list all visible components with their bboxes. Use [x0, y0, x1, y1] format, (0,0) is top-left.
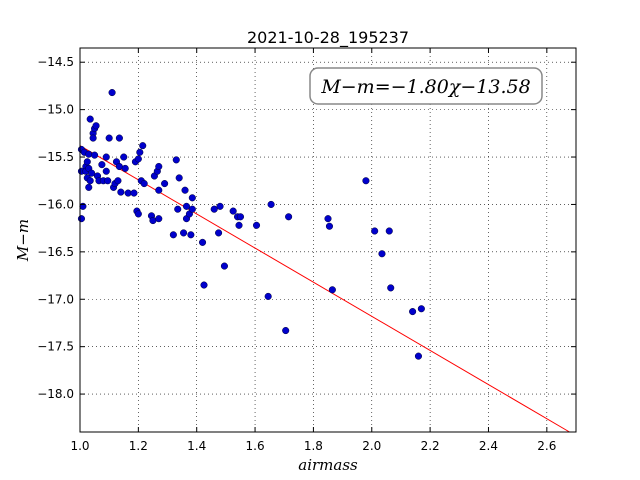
data-point — [216, 202, 224, 210]
data-point — [172, 156, 180, 164]
data-point — [108, 89, 116, 97]
fit-equation: M−m=−1.80χ−13.58 — [320, 76, 530, 98]
y-tick-label: −18.0 — [37, 387, 74, 401]
data-point — [362, 177, 370, 185]
data-point — [215, 229, 223, 237]
data-point — [121, 164, 129, 172]
data-point — [104, 177, 112, 185]
data-point — [187, 231, 195, 239]
data-point — [92, 122, 100, 130]
data-point — [88, 169, 96, 177]
data-point — [136, 148, 144, 156]
data-point — [155, 215, 163, 223]
data-point — [328, 286, 336, 294]
data-point — [89, 134, 97, 142]
equation-frame — [309, 67, 543, 105]
data-point — [180, 229, 188, 237]
x-tick-label: 1.0 — [70, 439, 89, 453]
data-point — [181, 186, 189, 194]
plot-frame — [79, 47, 577, 433]
fit-line-group — [79, 145, 570, 433]
data-point — [155, 162, 163, 171]
data-point — [98, 161, 106, 169]
data-point — [105, 134, 113, 142]
data-point — [182, 202, 191, 210]
x-tick-label: 1.6 — [246, 439, 265, 453]
data-point — [169, 231, 177, 239]
data-point — [252, 221, 261, 229]
data-point — [102, 153, 110, 161]
grid — [80, 48, 576, 432]
data-point — [229, 207, 237, 215]
data-point — [175, 174, 183, 182]
data-point — [77, 215, 86, 223]
data-point — [85, 183, 93, 191]
data-point — [264, 292, 272, 300]
equation-box: M−m=−1.80χ−13.58 — [309, 67, 543, 105]
data-point — [139, 142, 147, 150]
data-point — [387, 284, 395, 292]
y-tick-label: −17.5 — [37, 340, 74, 354]
data-point — [409, 308, 417, 316]
x-tick-label: 2.4 — [479, 439, 498, 453]
data-point — [210, 205, 218, 213]
data-point — [140, 180, 148, 188]
chart-title: 2021-10-28_195237 — [247, 28, 409, 48]
data-point — [117, 188, 125, 196]
y-tick-label: −16.0 — [37, 197, 74, 211]
data-point — [285, 213, 293, 221]
data-point — [188, 205, 196, 213]
plot-area — [80, 48, 576, 432]
data-point — [102, 167, 110, 175]
data-point — [378, 250, 386, 258]
x-tick-label: 2.2 — [421, 439, 440, 453]
data-point — [174, 205, 182, 213]
data-point — [414, 352, 422, 360]
data-point — [220, 262, 228, 270]
data-point — [200, 281, 208, 289]
data-point — [282, 326, 290, 335]
data-point — [324, 215, 332, 223]
data-point — [161, 180, 169, 188]
x-tick-label: 1.8 — [304, 439, 323, 453]
data-point — [91, 151, 99, 159]
data-point — [417, 305, 425, 313]
data-point — [130, 189, 138, 197]
axis-ticks: 1.0 1.2 1.4 1.6 1.8 2.0 2.2 2.4 2.6 −14.5 −15.0 −15… — [37, 48, 576, 453]
data-points — [77, 89, 425, 360]
y-tick-label: −17.0 — [37, 292, 74, 306]
y-axis-label: M−m — [14, 219, 32, 262]
data-point — [235, 221, 243, 229]
fit-line — [79, 145, 570, 433]
data-point — [114, 177, 122, 185]
y-tick-label: −15.5 — [37, 150, 74, 164]
data-point — [371, 227, 379, 235]
data-point — [325, 222, 334, 230]
x-tick-label: 2.0 — [362, 439, 381, 453]
data-point — [115, 134, 123, 142]
data-point — [188, 194, 196, 202]
data-point — [385, 227, 393, 235]
data-point — [86, 115, 94, 123]
data-point — [236, 213, 245, 221]
y-tick-label: −14.5 — [37, 55, 74, 69]
data-point — [134, 155, 142, 163]
data-point — [83, 158, 91, 166]
y-tick-label: −16.5 — [37, 245, 74, 259]
y-tick-label: −15.0 — [37, 103, 74, 117]
data-point — [120, 153, 128, 161]
x-axis-label: airmass — [298, 456, 358, 474]
x-tick-label: 1.4 — [187, 439, 206, 453]
data-point — [85, 150, 93, 158]
x-tick-label: 1.2 — [129, 439, 148, 453]
data-point — [267, 200, 275, 208]
data-point — [155, 186, 163, 194]
x-tick-label: 2.6 — [537, 439, 556, 453]
data-point — [198, 238, 207, 246]
data-point — [134, 210, 142, 218]
data-point — [86, 177, 94, 185]
